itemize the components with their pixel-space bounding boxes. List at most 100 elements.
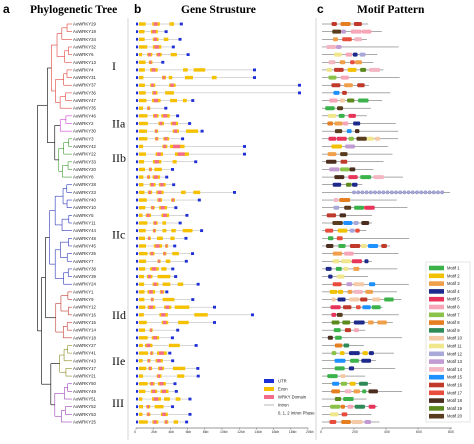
exon-block xyxy=(139,274,144,279)
utr-block xyxy=(136,389,138,393)
motif-block xyxy=(353,266,360,271)
motif-legend-swatch xyxy=(429,343,444,349)
utr-block xyxy=(136,114,138,118)
motif-legend-swatch xyxy=(429,289,444,294)
motif-block xyxy=(327,374,338,379)
motif-block xyxy=(334,121,343,126)
gene-axis-tick-label: 0 xyxy=(134,430,136,434)
utr-block xyxy=(136,244,138,248)
motif-block xyxy=(345,52,353,57)
exon-block xyxy=(194,313,208,317)
motif-block xyxy=(358,381,368,386)
gene-name-list: AoWRKY29 AoWRKY19 AoWRKY34 AoWRKY32 AoWRKY6 A… xyxy=(73,22,97,425)
exon-block xyxy=(139,98,147,103)
utr-block xyxy=(174,206,178,210)
gene-name: AoWRKY34 xyxy=(73,37,97,42)
motif-block xyxy=(356,305,361,310)
utr-block xyxy=(136,206,138,210)
exon-block xyxy=(139,190,145,195)
utr-block xyxy=(196,374,200,378)
motif-block xyxy=(350,29,362,34)
motif-12-block xyxy=(440,190,445,195)
motif-block xyxy=(328,75,337,80)
wrky-domain-block xyxy=(171,198,174,202)
exon-block xyxy=(186,129,199,133)
exon-block xyxy=(139,22,146,26)
exon-block xyxy=(169,22,175,26)
motif-legend-label: Motif 11 xyxy=(447,344,462,349)
utr-block xyxy=(136,37,138,41)
motif-block xyxy=(326,44,337,49)
exon-block xyxy=(139,359,143,363)
motif-block xyxy=(384,297,394,302)
exon-block xyxy=(177,374,185,378)
utr-block xyxy=(173,382,177,386)
exon-block xyxy=(162,282,171,286)
utr-block xyxy=(213,305,216,309)
exon-block xyxy=(139,83,145,87)
motif-block xyxy=(349,381,356,386)
motif-block xyxy=(331,320,340,325)
exon-block xyxy=(139,175,144,179)
motif-block xyxy=(332,259,340,264)
motif-block xyxy=(358,98,369,103)
exon-block xyxy=(175,397,181,401)
group-label: IId xyxy=(112,308,126,322)
utr-block xyxy=(176,328,180,332)
wrky-domain-block xyxy=(157,359,161,363)
motif-block xyxy=(331,312,337,317)
gene-name: AoWRKY39 xyxy=(73,274,97,279)
utr-block xyxy=(136,106,138,110)
utr-block xyxy=(251,313,254,317)
utr-block xyxy=(243,152,246,156)
motif-block xyxy=(347,98,355,103)
wrky-domain-block xyxy=(150,382,154,386)
exon-block xyxy=(164,397,170,401)
wrky-domain-block xyxy=(149,305,153,309)
exon-block xyxy=(139,106,144,110)
legend-label: Intron xyxy=(278,403,289,408)
wrky-domain-block xyxy=(150,328,152,332)
gene-axis-tick-label: 2kb xyxy=(151,430,157,434)
utr-block xyxy=(136,397,138,401)
exon-block xyxy=(193,68,206,72)
exon-block xyxy=(139,236,145,241)
motif-block xyxy=(341,420,351,424)
utr-block xyxy=(136,190,138,194)
exon-block xyxy=(139,267,146,271)
panel-b-title: Gene Strusture xyxy=(181,4,256,16)
motif-legend-swatch xyxy=(429,335,444,341)
wrky-domain-block xyxy=(153,91,156,95)
utr-block xyxy=(136,60,138,64)
utr-block xyxy=(165,290,169,294)
utr-block xyxy=(185,420,189,424)
legend-swatch xyxy=(264,395,274,399)
motif-block xyxy=(338,243,346,248)
panel-b-letter: b xyxy=(134,2,141,16)
motif-12-block xyxy=(364,190,369,195)
motif-block xyxy=(361,221,370,225)
utr-block xyxy=(178,221,182,225)
gene-name: AoWRKY36 xyxy=(73,90,97,95)
exon-block xyxy=(139,167,146,172)
motif-legend-swatch xyxy=(429,413,444,419)
exon-block xyxy=(139,351,148,355)
wrky-domain-block xyxy=(155,129,158,133)
motif-block xyxy=(350,358,359,363)
wrky-domain-block xyxy=(147,404,150,409)
gene-name: AoWRKY6 xyxy=(73,52,94,57)
motif-block xyxy=(340,404,345,409)
utr-block xyxy=(136,405,138,409)
utr-block xyxy=(196,367,200,370)
wrky-domain-block xyxy=(151,267,157,271)
exon-block xyxy=(139,91,146,95)
motif-block xyxy=(326,67,332,72)
gene-name: AoWRKY30 xyxy=(73,129,97,134)
exon-block xyxy=(170,98,177,103)
wrky-domain-block xyxy=(172,144,181,149)
exon-block xyxy=(163,37,169,42)
utr-block xyxy=(136,420,138,424)
gene-name: AoWRKY51 xyxy=(73,397,97,402)
motif-block xyxy=(362,389,367,394)
